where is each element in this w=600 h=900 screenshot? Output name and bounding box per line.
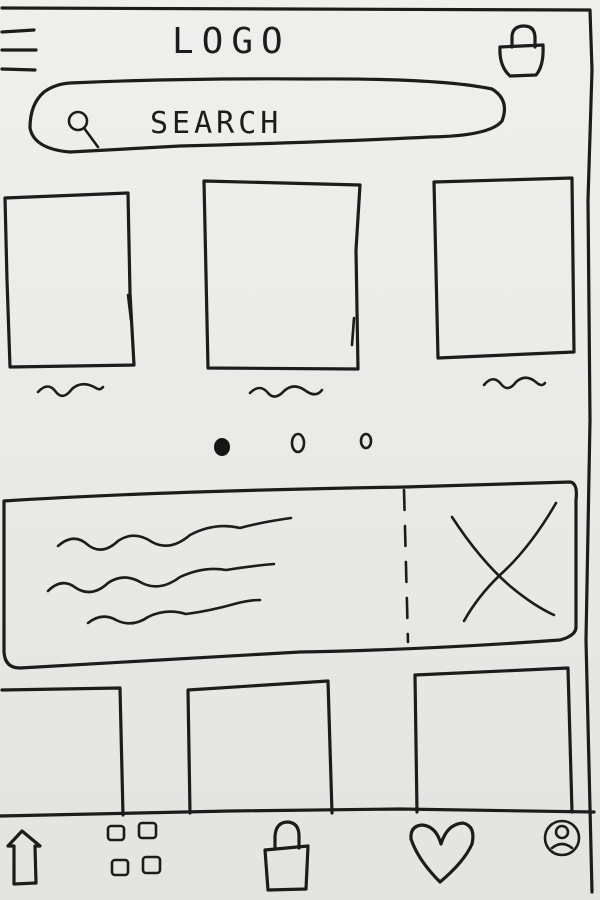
grid-categories-icon[interactable] (100, 818, 166, 882)
card-caption-squiggle (248, 385, 324, 398)
hamburger-menu-icon[interactable] (0, 22, 44, 78)
search-bar[interactable] (28, 76, 506, 154)
image-placeholder-icon (450, 501, 558, 623)
card-caption-squiggle (482, 376, 547, 390)
promo-banner[interactable] (2, 480, 580, 670)
pagination-dot-active[interactable] (214, 438, 230, 456)
search-icon (67, 110, 100, 149)
home-arrow-icon[interactable] (2, 826, 48, 890)
card-caption-squiggle (36, 382, 105, 398)
product-card[interactable] (184, 678, 336, 816)
search-input[interactable]: SEARCH (150, 106, 282, 141)
heart-icon[interactable] (404, 818, 480, 888)
product-card[interactable] (200, 178, 365, 400)
logo: LOGO (172, 21, 291, 62)
pagination-dot[interactable] (359, 432, 373, 450)
profile-icon[interactable] (540, 816, 586, 862)
carousel-pagination (214, 432, 373, 456)
product-card[interactable] (0, 684, 128, 817)
banner-text-lines (46, 516, 293, 625)
shopping-bag-icon[interactable] (494, 20, 550, 82)
bottom-nav-divider (0, 807, 596, 818)
phone-frame (0, 6, 594, 894)
banner-divider (402, 488, 410, 644)
shopping-bag-icon[interactable] (258, 816, 316, 896)
product-card[interactable] (430, 174, 580, 394)
pagination-dot[interactable] (290, 432, 306, 454)
product-card[interactable] (2, 190, 138, 402)
product-card[interactable] (410, 664, 578, 816)
